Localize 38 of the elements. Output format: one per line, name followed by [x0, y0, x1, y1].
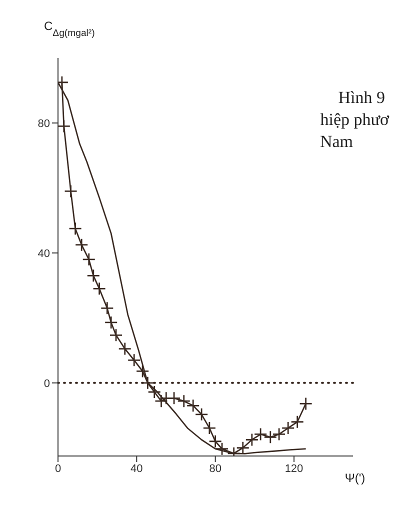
point	[245, 433, 259, 446]
point	[236, 441, 250, 455]
y-tick-label: 80	[38, 118, 50, 130]
x-axis-title: Ψ(')	[344, 471, 366, 485]
y-tick-label: 0	[44, 378, 50, 390]
annotation: Nam	[320, 132, 353, 152]
point	[202, 421, 216, 435]
y-tick-label: 40	[38, 248, 50, 260]
point	[136, 364, 150, 378]
point	[64, 184, 78, 198]
annotation: hiệp phươ	[320, 110, 389, 130]
point	[194, 408, 208, 422]
x-tick-label: 0	[54, 462, 62, 475]
point	[82, 252, 96, 266]
point	[74, 238, 88, 252]
x-tick-label: 80	[209, 462, 222, 475]
annotation: Hình 9	[338, 88, 385, 108]
y-axis-title: C$_{Δg(mgal²)}$	[44, 19, 95, 38]
point	[254, 428, 268, 441]
point	[100, 301, 114, 315]
point	[118, 342, 132, 356]
point	[127, 353, 141, 367]
x-tick-label: 120	[284, 462, 304, 475]
x-tick-label: 40	[130, 462, 143, 475]
point	[167, 391, 181, 405]
point	[86, 268, 100, 282]
point	[281, 421, 295, 435]
point	[186, 398, 200, 412]
point	[177, 394, 191, 408]
point	[58, 120, 71, 133]
point	[272, 428, 286, 441]
point	[92, 282, 106, 296]
point	[109, 328, 123, 342]
point	[264, 430, 278, 444]
point	[299, 396, 312, 410]
point	[104, 316, 118, 330]
point	[68, 222, 82, 236]
point	[290, 415, 304, 429]
